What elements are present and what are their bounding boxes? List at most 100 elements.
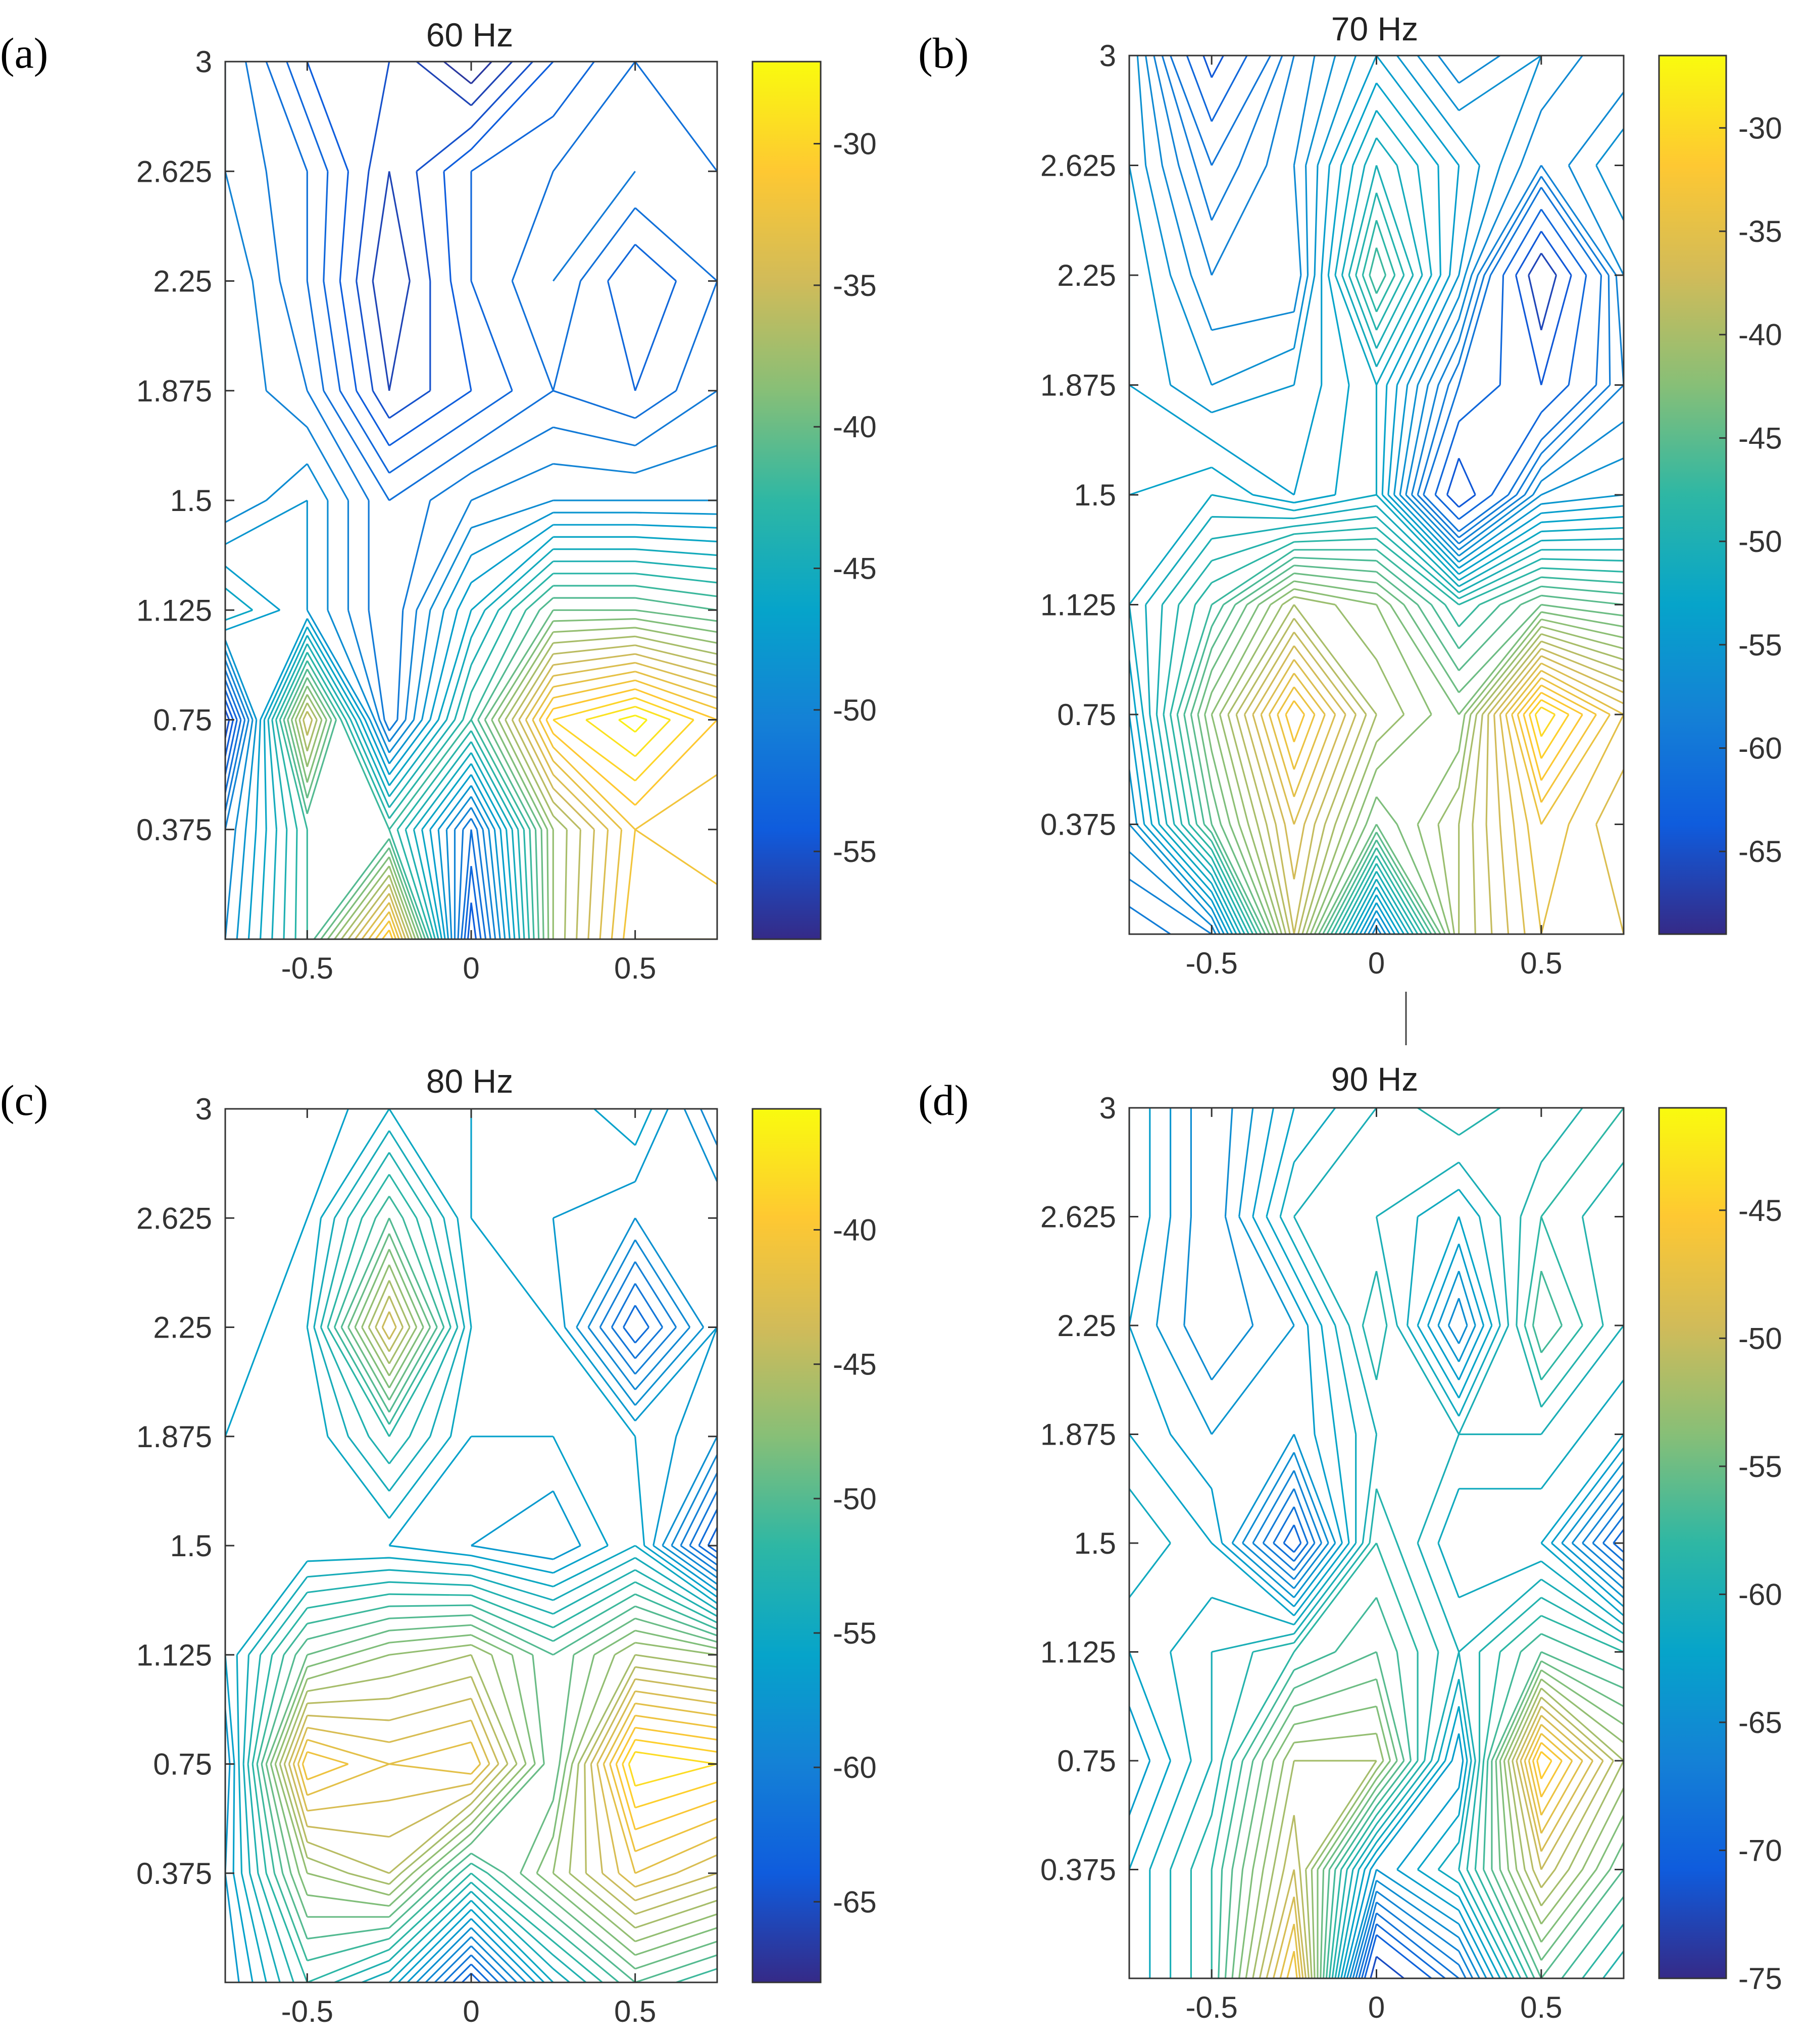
contour-level-line <box>1266 1706 1604 1978</box>
y-tick-label: 2.25 <box>153 265 212 298</box>
contour-level-line <box>1129 56 1624 934</box>
contour-level-line <box>1170 56 1602 532</box>
y-tick-label: 2.625 <box>136 155 212 188</box>
panel-d: (d) 90 Hz -0.5 0 0.5 0.375 0.75 1.125 1.5 1.875… <box>918 1060 1782 2024</box>
contour-level-line <box>1190 565 1624 934</box>
chart-title: 80 Hz <box>426 1062 513 1100</box>
colorbar-tick-label: -60 <box>833 1751 877 1784</box>
colorbar-tick-label: -55 <box>833 835 877 868</box>
colorbar-tick-label: -35 <box>833 269 877 302</box>
contour-level-line <box>1272 1714 1594 1978</box>
contour-level-line <box>271 560 717 939</box>
y-tick-label: 1.5 <box>170 484 212 518</box>
colorbar-tick-label: -50 <box>833 1482 877 1516</box>
contour-level-line <box>252 1173 717 1982</box>
contour-level-line <box>1202 56 1572 508</box>
x-tick-label: 0 <box>1368 946 1385 980</box>
colorbar-tick-label: -50 <box>833 693 877 727</box>
contour-level-line <box>1219 596 1624 934</box>
contour-level-line <box>274 1264 717 1943</box>
colorbar-gradient <box>751 61 822 940</box>
contour-lines <box>1129 1108 1624 1978</box>
contour-level-line <box>1536 1751 1552 1779</box>
panel-a: (a) 60 Hz -0.5 0 0.5 0.375 0.75 1.125 1.5 1.875… <box>0 16 877 985</box>
contour-level-line <box>375 679 717 939</box>
contour-level-line <box>1129 56 1624 934</box>
colorbar-tick-label: -75 <box>1738 1962 1782 1996</box>
contour-lines <box>225 62 717 939</box>
y-tick-label: 1.875 <box>1040 369 1116 402</box>
y-tick-label: 0.75 <box>1057 1744 1116 1778</box>
colorbar-tick-label: -35 <box>1738 215 1782 248</box>
colorbar-tick-label: -70 <box>1738 1833 1782 1867</box>
contour-level-line <box>225 62 717 939</box>
contour-level-line <box>1197 572 1624 934</box>
contour-level-line <box>1129 56 1624 934</box>
contour-level-line <box>354 653 717 939</box>
colorbar-tick-label: -30 <box>1738 111 1782 145</box>
contour-level-line <box>236 1109 717 1982</box>
colorbar-gradient <box>1658 55 1727 935</box>
contour-level-line <box>1218 1270 1624 1978</box>
colorbar-gradient <box>1658 1107 1727 1979</box>
colorbar-tick-label: -60 <box>1738 732 1782 765</box>
x-tick-label: -0.5 <box>1185 946 1237 980</box>
contour-level-line <box>1534 706 1556 737</box>
contour-level-line <box>553 697 694 782</box>
contour-level-line <box>461 1527 717 1982</box>
contour-level-line <box>297 1702 717 1874</box>
colorbar-tick-label: -45 <box>1738 421 1782 455</box>
y-tick-label: 2.25 <box>1057 259 1116 292</box>
x-tick-label: 0 <box>1368 1990 1385 2024</box>
contour-level-line <box>443 62 492 84</box>
contour-level-line <box>256 1196 717 1982</box>
contour-level-line <box>225 62 554 939</box>
x-tick-label: 0.5 <box>1520 1990 1562 2024</box>
panel-label: (d) <box>918 1076 969 1125</box>
contour-level-line <box>361 661 717 939</box>
x-tick-label: 0.5 <box>614 951 656 985</box>
contour-level-line <box>1176 247 1624 934</box>
chart-title: 60 Hz <box>426 16 513 54</box>
colorbar-tick-label: -60 <box>1738 1577 1782 1611</box>
y-tick-label: 0.375 <box>136 1857 212 1890</box>
contour-level-line <box>1170 220 1624 934</box>
contour-level-line <box>1286 1732 1573 1978</box>
contour-level-line <box>434 1261 717 1982</box>
contour-level-line <box>1243 631 1624 934</box>
contour-level-line <box>292 1690 717 1888</box>
contour-level-line <box>1129 82 1624 934</box>
colorbar: -30 -35 -40 -45 -50 -55 <box>751 61 877 940</box>
panel-b: (b) 70 Hz -0.5 0 0.5 0.375 0.75 1.125 1.5 1.875… <box>918 10 1782 980</box>
contour-level-line <box>287 609 717 939</box>
contour-level-line <box>225 1109 717 1982</box>
contour-level-line <box>1528 252 1558 331</box>
chart-title: 70 Hz <box>1331 10 1418 47</box>
contour-level-line <box>615 1726 717 1830</box>
contour-level-line <box>1227 604 1624 934</box>
y-tick-label: 1.125 <box>1040 1636 1116 1669</box>
contour-plot: -0.5 0 0.5 0.375 0.75 1.125 1.5 1.875 2.25 2.625 3 <box>1040 1091 1625 2024</box>
y-tick-label: 0.75 <box>1057 698 1116 732</box>
contour-level-line <box>1211 588 1624 934</box>
contour-level-line <box>279 585 717 939</box>
colorbar: -30 -35 -40 -45 -50 -55 -60 -65 <box>1658 55 1782 935</box>
contour-level-line <box>381 688 717 939</box>
contour-level-line <box>225 62 677 939</box>
contour-level-line <box>585 705 671 757</box>
y-tick-label: 1.875 <box>136 374 212 408</box>
contour-level-line <box>265 1233 717 1970</box>
contour-level-line <box>1145 137 1624 934</box>
contour-level-line <box>452 1305 717 1982</box>
contour-level-line <box>1523 692 1583 781</box>
colorbar-tick-label: -50 <box>1738 525 1782 558</box>
contour-level-line <box>1170 1108 1624 1978</box>
contour-level-line <box>628 1751 717 1787</box>
contour-level-line <box>1129 1108 1624 1978</box>
colorbar-tick-label: -40 <box>1738 318 1782 352</box>
contour-level-line <box>1129 56 1624 934</box>
contour-level-line <box>242 1130 717 1982</box>
contour-level-line <box>416 1109 717 1982</box>
contour-level-line <box>1277 677 1611 825</box>
